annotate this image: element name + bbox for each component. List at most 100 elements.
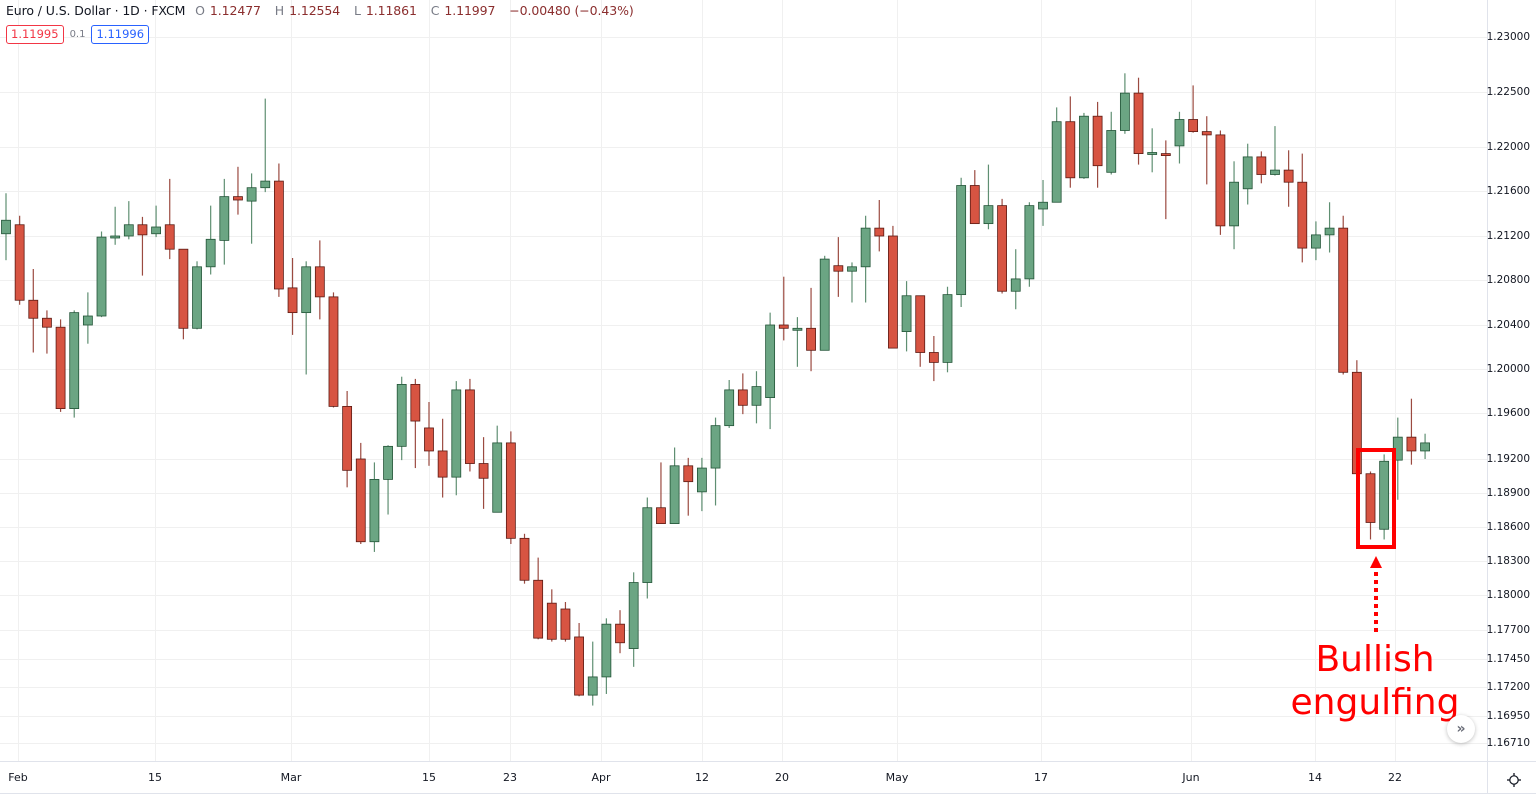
bearish-candle — [28, 269, 39, 353]
bullish-candle — [669, 447, 680, 524]
candlestick-series — [1, 73, 1430, 706]
bullish-candle — [96, 231, 107, 318]
bearish-candle — [1188, 85, 1199, 133]
bullish-candle — [1420, 433, 1430, 459]
bullish-candle — [819, 255, 830, 351]
arrow-head-icon — [1370, 556, 1382, 568]
price-tick-label: 1.20400 — [1486, 319, 1530, 331]
bearish-candle — [969, 170, 980, 225]
bullish-candle — [1119, 73, 1130, 134]
bullish-candle — [110, 206, 121, 245]
price-tick-label: 1.17700 — [1486, 624, 1530, 636]
price-tick-label: 1.16950 — [1486, 710, 1530, 722]
time-tick-label: Mar — [280, 771, 302, 784]
bearish-candle — [574, 623, 584, 697]
bullish-candle — [396, 376, 407, 461]
scroll-to-realtime-button[interactable]: » — [1447, 715, 1475, 743]
gear-icon — [1507, 773, 1521, 787]
trade-panel: 1.11995 0.1 1.11996 — [6, 25, 150, 44]
double-chevron-right-icon: » — [1456, 721, 1466, 737]
bullish-candle — [1174, 111, 1185, 164]
bullish-candle — [1051, 107, 1062, 203]
bullish-candle — [451, 381, 462, 496]
bullish-candle — [1, 193, 11, 261]
bearish-candle — [137, 216, 148, 276]
bearish-candle — [1256, 151, 1267, 184]
bullish-candle — [696, 457, 707, 512]
bearish-candle — [478, 437, 489, 509]
bullish-candle — [628, 572, 639, 667]
bullish-candle — [1024, 202, 1035, 287]
close-value: 1.11997 — [444, 3, 496, 18]
time-tick-label: Apr — [591, 771, 611, 784]
bearish-candle — [560, 602, 571, 642]
price-tick-label: 1.22000 — [1486, 141, 1530, 153]
low-value: 1.11861 — [365, 3, 417, 18]
bearish-candle — [314, 240, 325, 320]
bullish-candle — [369, 462, 380, 552]
bearish-candle — [1092, 101, 1103, 188]
symbol-title[interactable]: Euro / U.S. Dollar · 1D · FXCM — [6, 3, 186, 18]
price-tick-label: 1.20000 — [1486, 363, 1530, 375]
bullish-candle — [983, 164, 994, 230]
bearish-candle — [1297, 153, 1308, 263]
time-tick-label: 12 — [695, 771, 709, 784]
price-tick-label: 1.17200 — [1486, 681, 1530, 693]
time-tick-label: 20 — [775, 771, 789, 784]
bullish-candle — [192, 261, 202, 330]
bullish-candle — [246, 173, 257, 244]
price-tick-label: 1.18300 — [1486, 555, 1530, 567]
bearish-candle — [656, 462, 666, 525]
time-tick-label: 15 — [422, 771, 436, 784]
bearish-candle — [465, 378, 475, 472]
change-value: −0.00480 (−0.43%) — [509, 3, 634, 18]
bearish-candle — [42, 310, 52, 354]
time-tick-label: 22 — [1388, 771, 1402, 784]
price-tick-label: 1.18600 — [1486, 521, 1530, 533]
bullish-candle — [942, 286, 953, 373]
bearish-candle — [997, 198, 1007, 294]
bullish-candle — [724, 380, 735, 428]
bearish-candle — [915, 295, 926, 367]
bearish-candle — [55, 319, 66, 412]
bullish-candle — [601, 618, 612, 694]
bullish-engulfing-annotation — [1356, 448, 1396, 632]
bullish-candle — [1038, 180, 1048, 226]
bullish-candle — [69, 310, 80, 418]
bullish-candle — [1106, 111, 1117, 175]
chart-settings-button[interactable] — [1503, 770, 1525, 790]
bearish-candle — [1365, 471, 1376, 540]
bearish-candle — [287, 258, 298, 335]
price-tick-label: 1.21200 — [1486, 230, 1530, 242]
bullish-candle — [765, 312, 776, 430]
bearish-candle — [1406, 398, 1417, 465]
symbol-legend: Euro / U.S. Dollar · 1D · FXCM O 1.12477 … — [6, 3, 639, 18]
bullish-candle — [1010, 249, 1021, 310]
bullish-candle — [751, 371, 762, 424]
price-tick-label: 1.19200 — [1486, 453, 1530, 465]
price-tick-label: 1.17450 — [1486, 653, 1530, 665]
bearish-candle — [874, 200, 885, 252]
price-tick-label: 1.16710 — [1486, 737, 1530, 749]
bullish-candle — [847, 262, 857, 303]
bullish-candle — [1242, 143, 1253, 205]
bearish-candle — [355, 442, 366, 544]
buy-button[interactable]: 1.11996 — [91, 25, 150, 44]
bearish-candle — [1065, 96, 1076, 188]
time-tick-label: 23 — [503, 771, 517, 784]
bullish-candle — [260, 98, 271, 193]
annotation-line-2: engulfing — [1290, 682, 1460, 723]
open-value: 1.12477 — [209, 3, 261, 18]
bearish-candle — [1201, 116, 1212, 185]
sell-button[interactable]: 1.11995 — [6, 25, 64, 44]
price-tick-label: 1.18000 — [1486, 589, 1530, 601]
time-tick-label: 15 — [148, 771, 162, 784]
price-tick-label: 1.20800 — [1486, 274, 1530, 286]
bearish-candle — [519, 533, 530, 584]
bullish-candle — [1270, 126, 1280, 176]
annotation-label: Bullish engulfing — [1275, 638, 1475, 724]
bullish-candle — [492, 425, 503, 513]
bearish-candle — [273, 163, 284, 297]
bearish-candle — [1283, 150, 1294, 207]
